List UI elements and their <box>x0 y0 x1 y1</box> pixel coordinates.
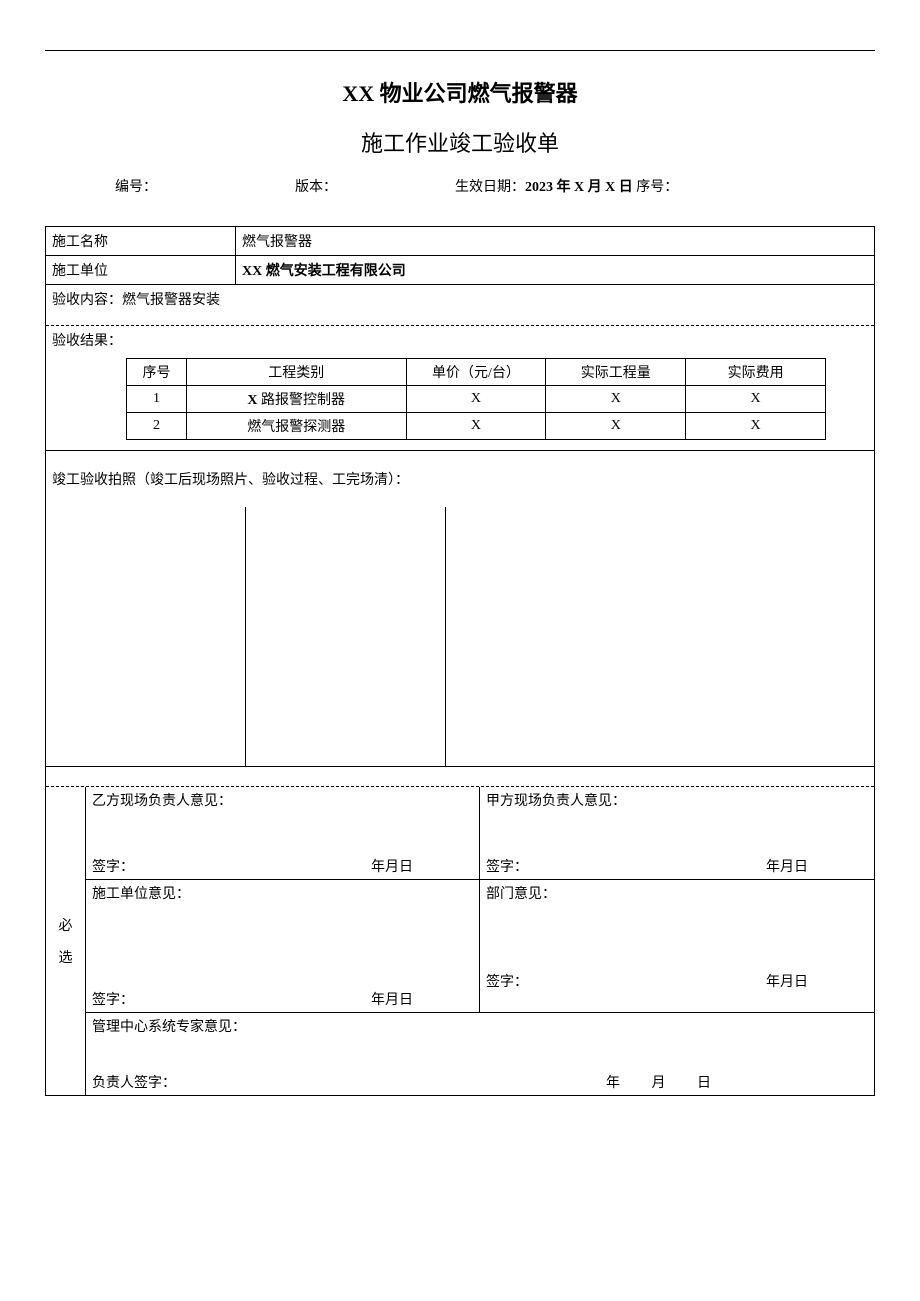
op-dept: 部门意见： 签字： 年月日 <box>480 880 874 1012</box>
sign-leader-label: 负责人签字： <box>92 1072 592 1092</box>
op-row-1: 乙方现场负责人意见： 签字： 年月日 甲方现场负责人意见： 签字： 年月日 <box>86 787 874 880</box>
result-table: 序号 工程类别 单价（元/台） 实际工程量 实际费用 1 X 路报警控制器 X … <box>126 358 826 440</box>
cell-cat-text: 路报警控制器 <box>261 393 345 408</box>
date-m: 月 <box>652 1076 666 1091</box>
cell-category: 燃气报警探测器 <box>186 413 406 440</box>
op-row-3: 管理中心系统专家意见： 负责人签字： 年 月 日 <box>86 1013 874 1095</box>
op-expert-sign: 负责人签字： 年 月 日 <box>86 1069 874 1095</box>
sign-label: 签字： <box>486 971 528 991</box>
op-constructor-sign: 签字： 年月日 <box>86 986 479 1012</box>
op-a-title: 甲方现场负责人意见： <box>480 787 874 813</box>
col-cost: 实际费用 <box>686 359 826 386</box>
sign-date: 年月日 <box>371 989 473 1009</box>
col-category: 工程类别 <box>186 359 406 386</box>
effective-label: 生效日期： <box>455 180 525 195</box>
photo-slot-1 <box>46 507 246 766</box>
photo-slot-2 <box>246 507 446 766</box>
opinion-section: 必 选 乙方现场负责人意见： 签字： 年月日 甲方现场负责人意见： 签字： <box>46 787 874 1095</box>
form-outer: 施工名称 燃气报警器 施工单位 XX 燃气安装工程有限公司 验收内容：燃气报警器… <box>45 226 875 1096</box>
photo-grid <box>46 507 874 767</box>
sign-label: 签字： <box>486 856 528 876</box>
sign-date: 年月日 <box>371 856 473 876</box>
doc-no-label: 编号： <box>85 176 295 196</box>
sign-date: 年月日 <box>766 971 868 991</box>
table-header-row: 序号 工程类别 单价（元/台） 实际工程量 实际费用 <box>127 359 826 386</box>
name-label: 施工名称 <box>46 227 236 255</box>
cell-price: X <box>406 386 546 413</box>
op-constructor-title: 施工单位意见： <box>86 880 479 906</box>
unit-label: 施工单位 <box>46 256 236 284</box>
effective-value: 2023 年 X 月 X 日 <box>525 180 633 195</box>
col-seq: 序号 <box>127 359 187 386</box>
op-a-site: 甲方现场负责人意见： 签字： 年月日 <box>480 787 874 879</box>
cell-seq: 1 <box>127 386 187 413</box>
table-row: 2 燃气报警探测器 X X X <box>127 413 826 440</box>
version-label: 版本： <box>295 176 455 196</box>
side-char-2: 选 <box>59 947 73 967</box>
name-value: 燃气报警器 <box>236 227 874 255</box>
meta-row: 编号： 版本： 生效日期：2023 年 X 月 X 日 序号： <box>45 176 875 196</box>
table-row: 1 X 路报警控制器 X X X <box>127 386 826 413</box>
op-constructor: 施工单位意见： 签字： 年月日 <box>86 880 480 1012</box>
col-price: 单价（元/台） <box>406 359 546 386</box>
sign-date-spaced: 年 月 日 <box>592 1072 868 1092</box>
op-b-sign: 签字： 年月日 <box>86 853 479 879</box>
sign-date: 年月日 <box>766 856 868 876</box>
sign-label: 签字： <box>92 856 134 876</box>
result-section: 验收结果： 序号 工程类别 单价（元/台） 实际工程量 实际费用 1 X 路报警… <box>46 326 874 451</box>
gap-row <box>46 767 874 787</box>
seq-label: 序号： <box>633 180 679 195</box>
result-label: 验收结果： <box>46 326 874 358</box>
opinion-body: 乙方现场负责人意见： 签字： 年月日 甲方现场负责人意见： 签字： 年月日 <box>86 787 874 1095</box>
cell-qty: X <box>546 386 686 413</box>
op-expert-content <box>86 1039 874 1069</box>
op-row-2: 施工单位意见： 签字： 年月日 部门意见： 签字： 年月日 <box>86 880 874 1013</box>
cell-qty: X <box>546 413 686 440</box>
op-dept-title: 部门意见： <box>480 880 874 906</box>
sign-label: 签字： <box>92 989 134 1009</box>
cell-seq: 2 <box>127 413 187 440</box>
cell-price: X <box>406 413 546 440</box>
unit-value: XX 燃气安装工程有限公司 <box>236 256 874 284</box>
op-constructor-content <box>86 906 479 986</box>
op-b-content <box>86 813 479 853</box>
op-b-site: 乙方现场负责人意见： 签字： 年月日 <box>86 787 480 879</box>
unit-value-text: XX 燃气安装工程有限公司 <box>242 264 406 279</box>
photo-label: 竣工验收拍照（竣工后现场照片、验收过程、工完场清）： <box>46 451 874 507</box>
doc-title-2: 施工作业竣工验收单 <box>45 126 875 158</box>
doc-title-1: XX 物业公司燃气报警器 <box>45 76 875 108</box>
side-char-1: 必 <box>59 915 73 935</box>
col-qty: 实际工程量 <box>546 359 686 386</box>
op-b-title: 乙方现场负责人意见： <box>86 787 479 813</box>
top-rule <box>45 50 875 51</box>
date-d: 日 <box>697 1076 711 1091</box>
cell-cost: X <box>686 413 826 440</box>
row-name: 施工名称 燃气报警器 <box>46 227 874 256</box>
op-expert-title: 管理中心系统专家意见： <box>86 1013 874 1039</box>
cell-cost: X <box>686 386 826 413</box>
row-content: 验收内容：燃气报警器安装 <box>46 285 874 326</box>
cell-category: X 路报警控制器 <box>186 386 406 413</box>
op-a-sign: 签字： 年月日 <box>480 853 874 879</box>
op-expert: 管理中心系统专家意见： 负责人签字： 年 月 日 <box>86 1013 874 1095</box>
effective-date: 生效日期：2023 年 X 月 X 日 序号： <box>455 176 835 196</box>
op-dept-sign: 签字： 年月日 <box>480 968 874 994</box>
cell-cat-bold: X <box>247 393 257 408</box>
side-label: 必 选 <box>46 787 86 1095</box>
row-unit: 施工单位 XX 燃气安装工程有限公司 <box>46 256 874 285</box>
op-dept-content <box>480 906 874 968</box>
photo-slot-3 <box>446 507 874 766</box>
date-y: 年 <box>606 1076 620 1091</box>
op-a-content <box>480 813 874 853</box>
